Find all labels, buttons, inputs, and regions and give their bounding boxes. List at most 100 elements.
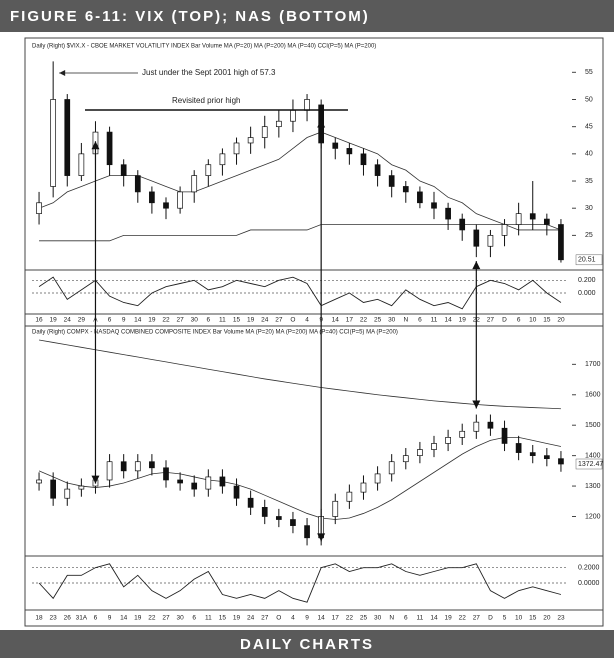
footer-title: Daily Charts: [240, 636, 374, 653]
candle-body: [445, 207, 451, 220]
y-tick-label: 1700: [585, 361, 601, 368]
x-tick-label: 19: [233, 615, 241, 622]
x-tick-label: O: [290, 317, 295, 324]
x-tick-label: 4: [291, 615, 295, 622]
x-tick-label: 19: [444, 615, 452, 622]
candle-body: [417, 449, 423, 456]
candle-body: [388, 461, 395, 475]
x-tick-label: 11: [205, 615, 212, 622]
x-tick-label: 31A: [76, 615, 88, 622]
x-tick-label: 22: [360, 317, 368, 324]
candle-body: [36, 202, 42, 214]
x-tick-label: 6: [404, 615, 408, 622]
last-value-box: [575, 254, 603, 266]
candle-body: [78, 153, 85, 176]
x-tick-label: 20: [557, 317, 565, 324]
candle-body: [515, 443, 522, 453]
x-tick-label: 27: [473, 615, 481, 622]
x-tick-label: 22: [162, 317, 170, 324]
x-tick-label: 4: [305, 317, 309, 324]
candle-body: [360, 153, 367, 166]
y-tick-label: 40: [585, 151, 593, 158]
arrow-head: [472, 261, 481, 270]
candle-body: [558, 224, 564, 261]
header-bar: [0, 0, 614, 32]
x-tick-label: 15: [233, 317, 241, 324]
x-tick-label: 14: [134, 317, 142, 324]
x-tick-label: 27: [176, 317, 184, 324]
candle-body: [290, 519, 296, 526]
x-tick-label: D: [488, 615, 493, 622]
x-tick-label: 15: [543, 317, 551, 324]
x-tick-label: 27: [162, 615, 170, 622]
candle-body: [515, 213, 522, 225]
x-tick-label: 19: [50, 317, 58, 324]
x-tick-label: 29: [78, 317, 86, 324]
moving-average: [38, 436, 562, 520]
x-tick-label: 17: [332, 615, 340, 622]
x-tick-label: 5: [503, 615, 507, 622]
x-tick-label: 11: [219, 317, 226, 324]
x-tick-label: 24: [247, 615, 255, 622]
candle-body: [120, 164, 127, 176]
candle-body: [205, 476, 212, 490]
candle-body: [261, 507, 268, 517]
candle-body: [346, 491, 353, 502]
x-tick-label: 15: [529, 615, 537, 622]
candle-body: [473, 421, 480, 432]
x-tick-label: 19: [459, 317, 467, 324]
arrow-head: [472, 400, 481, 409]
y-tick-label: 0.000: [578, 290, 596, 297]
candle-body: [501, 427, 508, 444]
candle-body: [261, 126, 268, 138]
x-tick-label: 30: [176, 615, 184, 622]
arrow-head: [91, 141, 100, 150]
candle-body: [501, 224, 508, 236]
candle-body: [388, 175, 395, 187]
x-tick-label: 10: [515, 615, 523, 622]
y-tick-label: 25: [585, 232, 593, 239]
moving-average: [38, 339, 561, 410]
x-tick-label: 23: [557, 615, 565, 622]
x-tick-label: 25: [374, 317, 382, 324]
candle-body: [543, 455, 550, 460]
arrow-head: [91, 475, 100, 484]
x-tick-label: 26: [64, 615, 72, 622]
candle-body: [205, 164, 212, 176]
candle-body: [417, 191, 423, 204]
x-tick-label: 14: [318, 615, 326, 622]
x-tick-label: 18: [35, 615, 43, 622]
x-tick-label: 22: [346, 615, 354, 622]
candle-body: [360, 482, 367, 493]
x-tick-label: 25: [360, 615, 368, 622]
x-tick-label: 9: [305, 615, 309, 622]
candle-body: [332, 142, 339, 149]
last-value-box: [575, 458, 603, 470]
candle-body: [275, 120, 282, 128]
candle-body: [106, 131, 113, 166]
y-tick-label: 35: [585, 178, 593, 185]
x-tick-label: 22: [459, 615, 467, 622]
candle-body: [459, 430, 466, 438]
x-tick-label: 14: [332, 317, 340, 324]
candle-body: [247, 137, 254, 144]
legend-text: Daily (Right) $VIX.X - CBOE MARKET VOLAT…: [32, 44, 376, 50]
candle-body: [304, 99, 310, 111]
candle-body: [219, 476, 226, 487]
x-tick-label: 30: [388, 317, 396, 324]
x-tick-label: O: [276, 615, 281, 622]
y-tick-label: 0.200: [578, 277, 596, 284]
candle-body: [64, 99, 71, 176]
candle-body: [487, 421, 494, 429]
candle-body: [558, 458, 564, 465]
x-tick-label: 23: [50, 615, 58, 622]
candle-body: [149, 191, 155, 204]
x-tick-label: 16: [35, 317, 43, 324]
candle-body: [431, 202, 437, 209]
candle-body: [543, 218, 550, 225]
candle-body: [290, 110, 296, 122]
candle-body: [529, 213, 536, 220]
candle-body: [473, 229, 480, 247]
candle-body: [134, 175, 141, 193]
